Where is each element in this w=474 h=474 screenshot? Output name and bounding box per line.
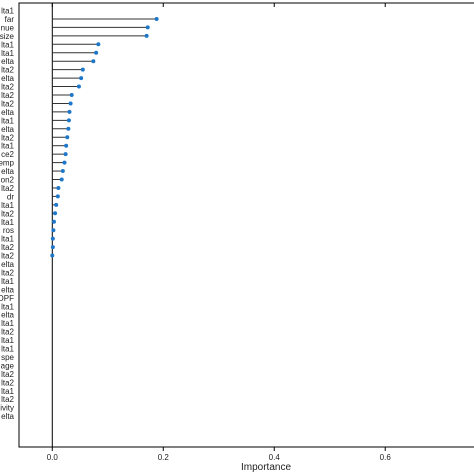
y-tick-label: elta: [1, 74, 14, 83]
lollipop-point: [145, 25, 150, 30]
lollipop-point: [64, 143, 69, 148]
y-tick-label: on2: [1, 176, 15, 185]
y-tick-label: age: [1, 361, 15, 370]
y-tick-label: far: [5, 15, 15, 24]
lollipop-point: [63, 152, 68, 157]
lollipop-point: [96, 42, 101, 47]
y-tick-label: lta2: [1, 370, 14, 379]
lollipop-point: [154, 16, 159, 21]
lollipop-point: [94, 50, 99, 55]
lollipop-point: [50, 245, 55, 250]
lollipop-point: [51, 219, 56, 224]
y-tick-label: lta1: [1, 49, 14, 58]
lollipop-point: [79, 76, 84, 81]
y-tick-label: lta2: [1, 252, 14, 261]
y-tick-label: lta1: [1, 235, 14, 244]
y-tick-label: lta1: [1, 336, 14, 345]
y-tick-label: elta: [1, 260, 14, 269]
y-tick-label: lta1: [1, 7, 14, 16]
lollipop-point: [62, 160, 67, 165]
y-tick-label: lta1: [1, 319, 14, 328]
y-tick-label: lta2: [1, 133, 14, 142]
lollipop-point: [55, 194, 60, 199]
y-tick-label: elta: [1, 412, 14, 421]
x-tick-label: 0.0: [47, 453, 59, 462]
y-tick-label: elta: [1, 311, 14, 320]
y-tick-label: ivity: [0, 404, 14, 413]
lollipop-point: [69, 93, 74, 97]
y-tick-label: emp: [0, 159, 15, 168]
lollipop-point: [66, 126, 71, 131]
y-tick-label: lta2: [1, 184, 14, 193]
x-tick-label: 0.2: [158, 453, 170, 462]
y-tick-label: lta2: [1, 243, 14, 252]
x-tick-label: 0.6: [380, 453, 392, 462]
y-tick-label: elta: [1, 167, 14, 176]
lollipop-point: [60, 169, 65, 174]
lollipop-point: [53, 211, 58, 216]
y-tick-label: lta2: [1, 328, 14, 337]
lollipop-point: [80, 67, 85, 72]
y-tick-label: OPF: [0, 294, 14, 303]
lollipop-point: [144, 33, 149, 38]
y-tick-label: size: [0, 32, 15, 41]
y-tick-label: elta: [1, 108, 14, 117]
lollipop-point: [50, 253, 55, 258]
y-tick-label: lta1: [1, 302, 14, 311]
lollipop-point: [65, 135, 70, 140]
y-tick-label: lta1: [1, 277, 14, 286]
x-tick-label: 0.4: [269, 453, 281, 462]
y-tick-label: lta1: [1, 345, 14, 354]
y-tick-label: elta: [1, 285, 14, 294]
y-tick-label: lta2: [1, 83, 14, 92]
lollipop-point: [67, 109, 72, 114]
y-tick-label: lta2: [1, 91, 14, 100]
y-tick-label: elta: [1, 57, 14, 66]
y-tick-label: elta: [1, 125, 14, 134]
y-tick-label: lta2: [1, 66, 14, 75]
y-tick-label: ros: [3, 226, 14, 235]
lollipop-point: [50, 236, 55, 241]
lollipop-point: [76, 84, 81, 89]
plot-area: [18, 2, 474, 448]
x-axis-title: Importance: [241, 462, 291, 473]
y-tick-label: lta2: [1, 99, 14, 108]
y-tick-label: lta1: [1, 218, 14, 227]
lollipop-point: [91, 59, 96, 64]
lollipop-point: [68, 101, 73, 106]
y-tick-label: lta1: [1, 387, 14, 396]
lollipop-point: [54, 202, 59, 207]
y-tick-label: ce2: [1, 150, 14, 159]
y-tick-label: lta2: [1, 209, 14, 218]
y-tick-label: lta1: [1, 201, 14, 210]
y-tick-label: nue: [1, 23, 15, 32]
y-tick-label: lta1: [1, 116, 14, 125]
y-tick-label: lta1: [1, 142, 14, 151]
y-tick-label: dr: [7, 192, 14, 201]
y-tick-label: lta2: [1, 268, 14, 277]
y-tick-label: lta1: [1, 40, 14, 49]
lollipop-point: [59, 177, 64, 182]
y-tick-label: lta2: [1, 395, 14, 404]
y-tick-label: lta2: [1, 378, 14, 387]
lollipop-point: [66, 118, 71, 123]
y-tick-label: spe: [1, 353, 14, 362]
lollipop-point: [51, 228, 56, 233]
lollipop-point: [56, 185, 61, 190]
